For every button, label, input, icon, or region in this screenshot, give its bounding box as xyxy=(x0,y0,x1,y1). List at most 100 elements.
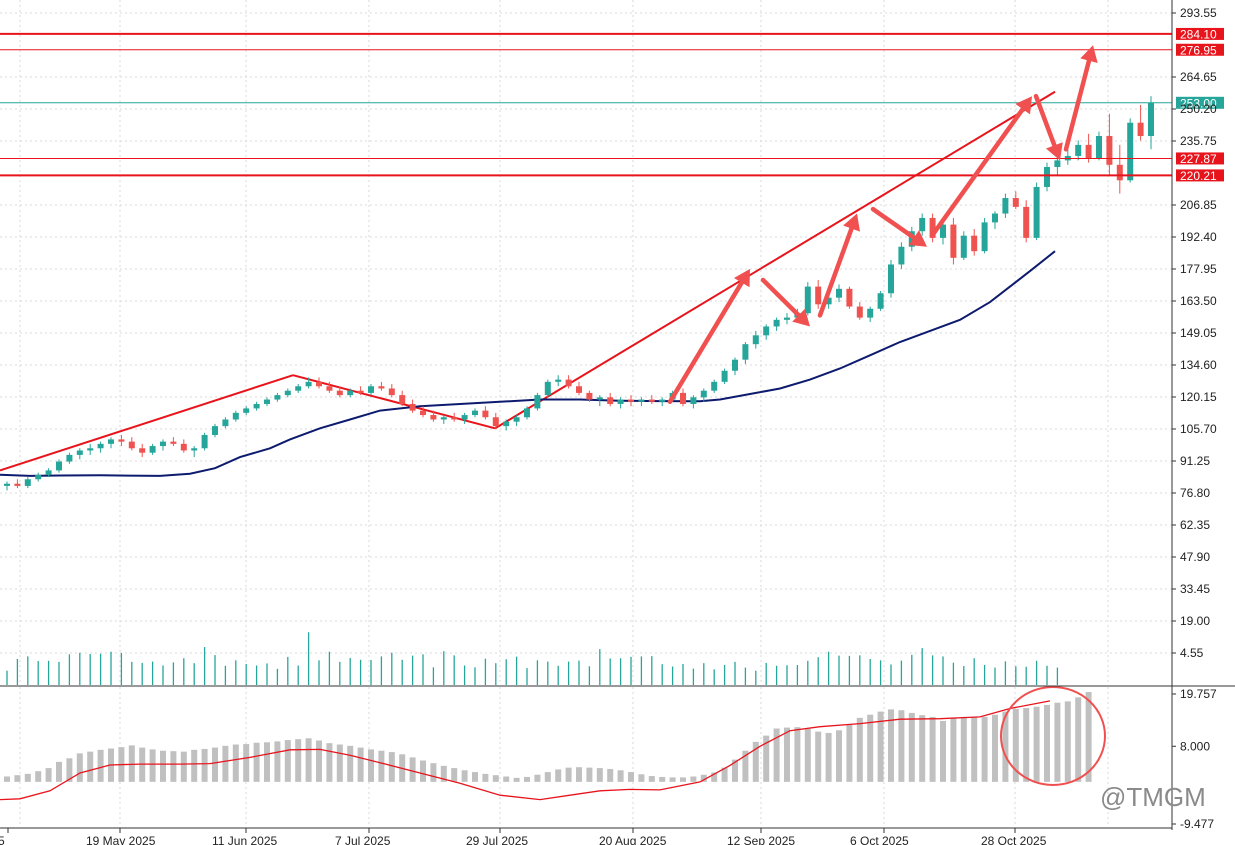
osc-bar xyxy=(638,774,645,782)
level-label-bg xyxy=(1176,96,1224,109)
osc-bar xyxy=(565,767,572,782)
osc-bar xyxy=(388,752,395,782)
candle-body xyxy=(347,390,354,396)
osc-bar xyxy=(56,761,62,782)
highlight-circle xyxy=(1000,686,1106,786)
osc-bar xyxy=(898,710,905,782)
osc-bar xyxy=(170,751,177,782)
osc-bar xyxy=(752,741,759,782)
candle-body xyxy=(544,381,551,396)
candle-body xyxy=(628,399,634,402)
osc-bar xyxy=(440,765,447,782)
osc-bar xyxy=(1064,701,1071,782)
y-tick-label: 192.40 xyxy=(1180,230,1217,244)
y-tick-label: 76.80 xyxy=(1180,486,1210,500)
candle-body xyxy=(804,286,811,314)
candle-body xyxy=(1096,136,1102,159)
osc-bar xyxy=(4,776,10,782)
candle-body xyxy=(825,297,832,305)
osc-bar xyxy=(544,772,551,782)
osc-bar xyxy=(201,748,208,782)
candle-body xyxy=(66,454,73,462)
osc-bar xyxy=(14,775,21,782)
osc-bar xyxy=(950,717,957,782)
candle-body xyxy=(940,224,946,238)
watermark: @TMGM xyxy=(1100,782,1206,812)
arrow-shaft xyxy=(817,226,854,318)
osc-bar xyxy=(45,768,52,782)
candle-body xyxy=(856,306,863,318)
candle-body xyxy=(461,415,468,420)
candle-body xyxy=(503,421,510,427)
osc-signal-line xyxy=(0,700,1051,801)
y-tick-label: 206.85 xyxy=(1180,198,1217,212)
arrow-head xyxy=(1015,96,1032,115)
level-label-bg xyxy=(1176,152,1224,165)
candle-body xyxy=(305,381,312,387)
candle-body xyxy=(607,397,614,404)
y-tick-label: 250.20 xyxy=(1180,102,1217,116)
osc-bar xyxy=(149,749,156,782)
x-tick-label: 20 Aug 2025 xyxy=(599,834,667,845)
arrow-head xyxy=(792,308,810,327)
candle-body xyxy=(170,441,177,444)
arrow-shaft xyxy=(667,280,744,405)
osc-bar xyxy=(711,772,718,782)
trendlines xyxy=(0,90,1056,472)
osc-bar xyxy=(617,770,624,782)
candle-body xyxy=(1085,144,1092,159)
x-axis-labels: 2025 19 May 2025 11 Jun 2025 7 Jul 2025 29 J… xyxy=(0,828,1047,845)
osc-bar xyxy=(960,716,967,782)
candle-body xyxy=(451,417,458,420)
y-tick-label: 235.75 xyxy=(1180,134,1217,148)
y-tick-label: 293.55 xyxy=(1180,6,1217,20)
horizontal-levels: 284.10 276.95 253.00 227.87 220.21 xyxy=(0,27,1224,183)
osc-bar xyxy=(700,774,707,782)
y-tick-label: 47.90 xyxy=(1180,550,1210,564)
level-label: 220.21 xyxy=(1180,169,1217,183)
osc-bar xyxy=(836,730,842,782)
osc-bar xyxy=(513,777,520,782)
level-label: 253.00 xyxy=(1180,96,1217,110)
x-tick-label: 6 Oct 2025 xyxy=(850,834,909,845)
arrow-head xyxy=(908,230,927,247)
candlesticks xyxy=(4,96,1154,491)
osc-bar xyxy=(24,773,31,782)
candle-body xyxy=(357,390,364,393)
arrow-head xyxy=(1046,142,1063,161)
candle-body xyxy=(1148,102,1154,137)
osc-bar xyxy=(97,749,104,782)
candle-body xyxy=(908,231,915,247)
osc-bar xyxy=(326,743,333,782)
y-tick-label: 177.95 xyxy=(1180,262,1217,276)
y-axis-labels: 293.55 264.65 250.20 235.75 206.85 192.40 177.… xyxy=(1172,6,1217,831)
osc-y-tick-label: -9.477 xyxy=(1180,817,1214,831)
candle-body xyxy=(555,379,562,382)
osc-bar xyxy=(66,758,73,782)
candle-body xyxy=(680,392,686,404)
candle-body xyxy=(815,286,822,305)
y-tick-label: 33.45 xyxy=(1180,582,1210,596)
candle-body xyxy=(1012,198,1019,207)
candle-body xyxy=(316,381,322,387)
candle-body xyxy=(14,483,21,486)
trendline xyxy=(0,374,294,472)
osc-bar xyxy=(212,747,218,782)
arrow-shaft xyxy=(760,277,801,318)
candle-body xyxy=(118,439,125,442)
level-label: 227.87 xyxy=(1180,152,1217,166)
candle-body xyxy=(742,344,749,360)
candle-body xyxy=(212,426,218,435)
candle-body xyxy=(440,417,447,420)
candle-body xyxy=(524,408,530,418)
y-tick-label: 62.35 xyxy=(1180,518,1210,532)
candle-body xyxy=(420,410,426,416)
osc-bar xyxy=(357,747,364,782)
osc-bar xyxy=(825,732,832,782)
oscillator-panel xyxy=(0,686,1106,801)
candle-body xyxy=(586,392,593,400)
osc-bar xyxy=(867,714,874,782)
candle-body xyxy=(128,441,135,449)
candle-body xyxy=(492,417,499,427)
